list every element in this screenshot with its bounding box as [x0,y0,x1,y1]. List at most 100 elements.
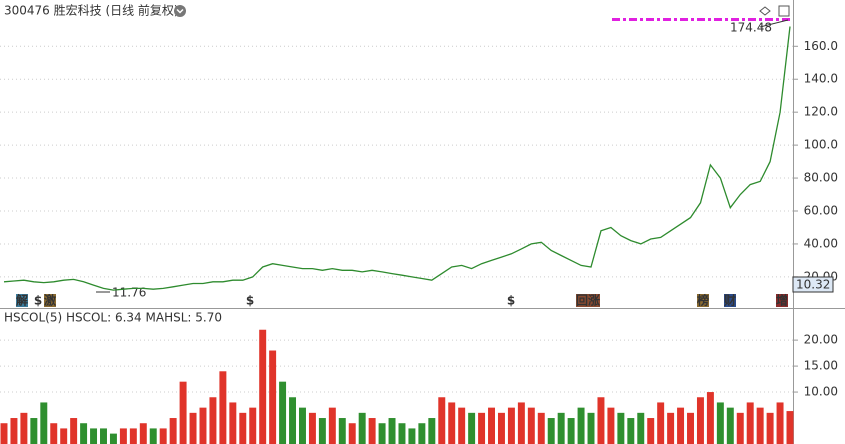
bar [627,418,635,444]
bar [159,428,167,444]
bar [418,423,426,444]
diamond-icon[interactable] [759,6,771,16]
bar [706,392,714,444]
bar [368,418,376,444]
marker-box [588,294,600,307]
bar [677,407,685,444]
bar [388,418,396,444]
bar [328,407,336,444]
bar [468,412,476,444]
bar [786,411,794,444]
bar [458,407,466,444]
y-tick-label: 60.00 [804,204,838,218]
bar [338,418,346,444]
bar [597,397,605,444]
bar [497,412,505,444]
window-icon[interactable] [778,5,790,17]
y-tick-label: 15.00 [804,359,838,373]
bar [169,418,177,444]
bar [557,412,565,444]
bar [90,428,98,444]
marker-box [44,294,56,307]
bar [547,418,555,444]
bar [100,428,107,444]
indicator-title: HSCOL(5) HSCOL: 6.34 MAHSL: 5.70 [4,311,222,325]
event-marker: $ [246,294,254,308]
bar [398,423,406,444]
bar [716,402,724,444]
bar [70,418,78,444]
y-tick-label: 10.00 [804,385,838,399]
bar [20,412,28,444]
y-tick-label: 140.0 [804,72,838,86]
bar [667,412,675,444]
marker-box [776,294,788,307]
bar [448,402,456,444]
bar [696,397,704,444]
bar [507,407,515,444]
bar [517,402,525,444]
bar [726,407,734,444]
bar [209,397,217,444]
bar [279,381,287,444]
bar [687,412,694,444]
low-label: 11.76 [112,286,146,300]
menu-button[interactable] [174,5,186,17]
y-tick-label: 100.0 [804,138,838,152]
high-label: 174.48 [730,21,772,35]
price-line [3,26,791,291]
bar [637,412,645,444]
event-marker: 回 [576,294,588,308]
bar [129,428,137,444]
bar [0,423,8,444]
bar [119,428,127,444]
bar [408,428,416,444]
bar [80,423,88,444]
marker-box [697,294,709,307]
event-marker: $ [507,294,515,308]
bar [607,407,615,444]
bar [308,412,316,444]
bar [756,407,764,444]
marker-box [576,294,588,307]
bar [438,397,446,444]
bar [239,412,247,444]
bar [50,423,58,444]
y-tick-label: 80.00 [804,171,838,185]
event-marker: 财 [723,293,736,308]
cursor-label: 10.32 [796,278,830,292]
menu-chevron [176,8,184,14]
bar [537,412,545,444]
bar [488,407,496,444]
bar [348,423,356,444]
bar [199,407,207,444]
bar [647,418,655,444]
bar [776,402,784,444]
bar [249,407,257,444]
bar [259,329,267,444]
y-tick-label: 20.00 [804,333,838,347]
y-tick-label: 160.0 [804,39,838,53]
bar [189,412,197,444]
bar [567,418,575,444]
event-marker: 增 [776,293,788,308]
bar [736,412,744,444]
bar [179,381,187,444]
bar [318,418,326,444]
bar [109,433,117,444]
bar [269,350,277,444]
event-marker: 榜 [697,293,709,308]
event-marker: 涨 [588,293,600,308]
bar [358,412,366,444]
bar [40,402,48,444]
bar [746,402,754,444]
bar [229,402,237,444]
event-marker: 激 [44,293,56,308]
bar [766,412,774,444]
bar [298,407,306,444]
bar [289,397,297,444]
bar [30,418,38,444]
chart-title: 300476 胜宏科技 (日线 前复权) [4,3,179,18]
